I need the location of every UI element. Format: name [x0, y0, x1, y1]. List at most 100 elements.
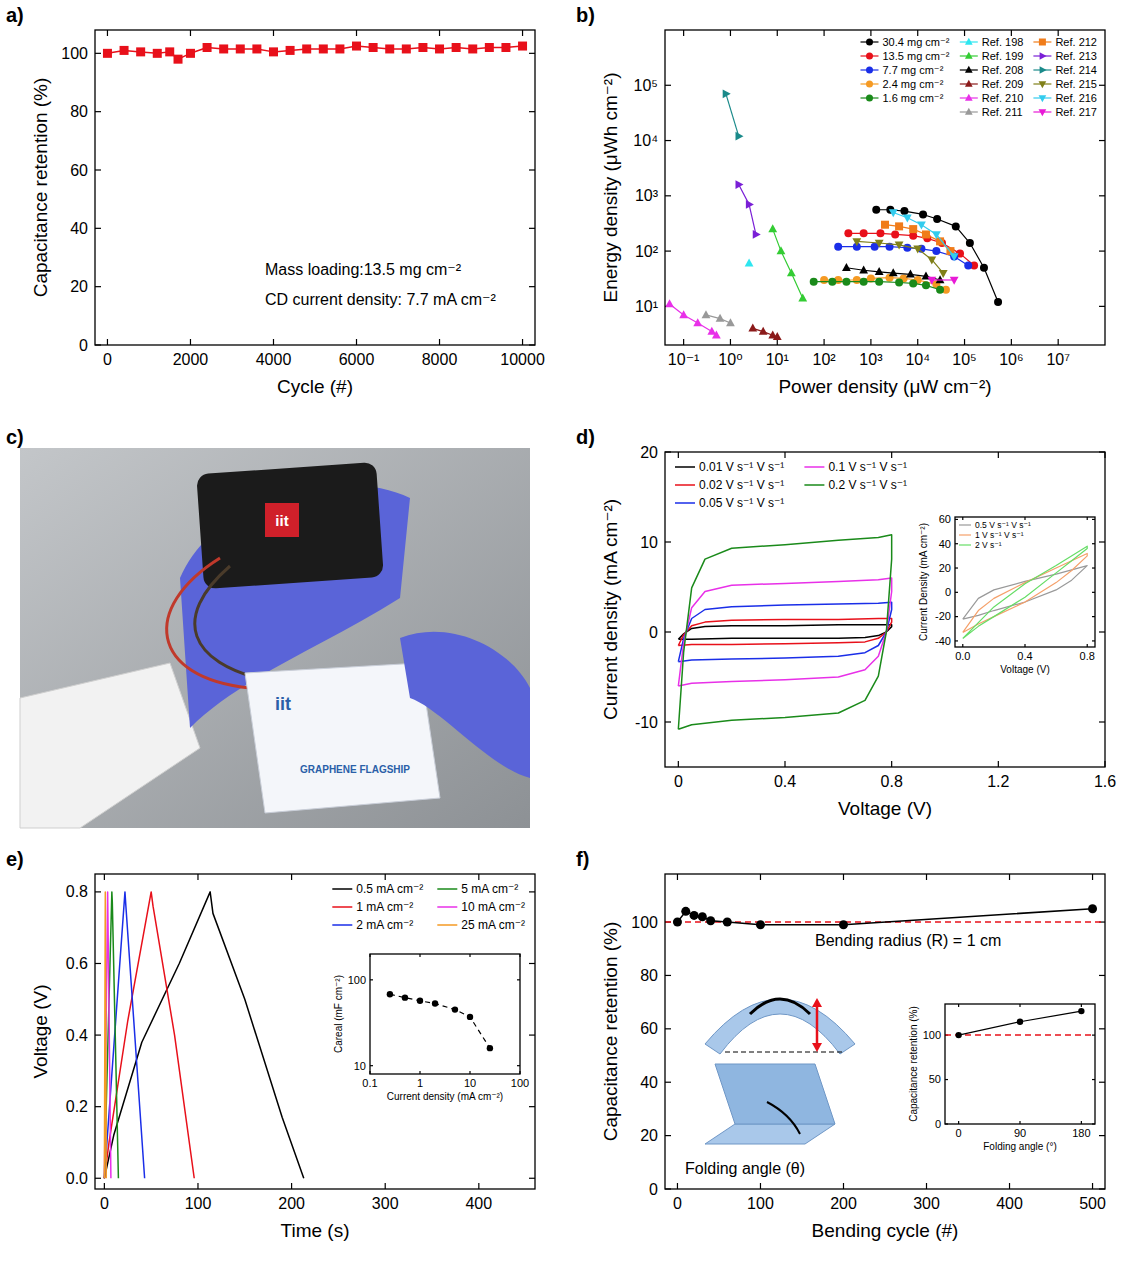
data-point — [842, 263, 851, 271]
data-point — [913, 246, 922, 254]
data-point — [952, 222, 960, 230]
legend-item: 1 mA cm⁻² — [332, 900, 413, 914]
x-tick — [891, 452, 892, 458]
data-point — [875, 267, 884, 275]
data-point — [302, 44, 311, 53]
legend-item: Ref. 209 — [960, 78, 1024, 90]
series-line — [677, 909, 1092, 925]
pouch-text: GRAPHENE FLAGSHIP — [300, 764, 410, 775]
y-tick-label: 20 — [939, 562, 951, 574]
plot-area — [95, 874, 535, 1189]
y-tick-label: 80 — [640, 967, 658, 984]
data-point — [186, 49, 195, 58]
x-tick — [1009, 874, 1010, 880]
legend-marker — [1039, 81, 1047, 88]
legend-item: Ref. 208 — [960, 64, 1024, 76]
legend-item: Ref. 198 — [960, 36, 1024, 48]
legend-label: 2.4 mg cm⁻² — [883, 78, 944, 90]
series-line — [104, 892, 111, 1178]
y-tick — [1099, 631, 1105, 632]
x-tick — [190, 339, 191, 345]
x-tick-label: 10⁰ — [718, 351, 742, 368]
x-tick-label: 0 — [100, 1195, 109, 1212]
x-tick — [273, 339, 274, 345]
y-tick — [665, 85, 671, 86]
data-point — [452, 1006, 458, 1012]
data-point — [673, 918, 682, 927]
annotation: Bending radius (R) = 1 cm — [815, 932, 1001, 949]
data-point — [881, 221, 889, 229]
x-tick-label: 100 — [185, 1195, 212, 1212]
legend-item: Ref. 212 — [1033, 36, 1097, 48]
series-line — [678, 578, 891, 686]
y-tick — [1099, 306, 1105, 307]
x-tick-label: 0 — [674, 773, 683, 790]
y-tick-label: -10 — [635, 714, 658, 731]
series-line — [726, 94, 739, 136]
y-tick — [529, 963, 535, 964]
plot-frame — [945, 1004, 1095, 1124]
y-tick — [95, 169, 101, 170]
x-tick-label: 200 — [830, 1195, 857, 1212]
legend-label: 10 mA cm⁻² — [461, 900, 525, 914]
x-tick — [190, 30, 191, 36]
y-tick — [665, 975, 671, 976]
y-tick — [1099, 721, 1105, 722]
x-tick — [522, 339, 523, 345]
y-tick-label: 0.8 — [66, 883, 88, 900]
x-tick — [439, 30, 440, 36]
series-line — [963, 553, 1087, 632]
data-point — [726, 318, 735, 326]
legend-marker — [866, 81, 873, 88]
plot-area — [665, 30, 1105, 345]
x-tick — [777, 30, 778, 36]
y-tick — [1099, 975, 1105, 976]
x-tick — [107, 30, 108, 36]
legend-label: Ref. 208 — [982, 64, 1024, 76]
logo — [265, 503, 299, 537]
data-point — [485, 43, 494, 52]
x-tick — [964, 30, 965, 36]
data-layer — [665, 89, 1002, 340]
data-point — [236, 44, 245, 53]
legend-label: 2 mA cm⁻² — [356, 918, 413, 932]
series-line — [773, 229, 803, 298]
x-tick — [104, 874, 105, 880]
data-point — [501, 43, 510, 52]
data-point — [418, 43, 427, 52]
panel-letter: b) — [576, 4, 595, 26]
legend-item: 5 mA cm⁻² — [437, 882, 518, 896]
data-point — [927, 256, 936, 264]
data-point — [468, 44, 477, 53]
legend-label: 0.05 V s⁻¹ V s⁻¹ — [699, 496, 784, 510]
data-point — [994, 298, 1002, 306]
y-tick — [1099, 140, 1105, 141]
series-line — [678, 602, 891, 661]
data-point — [352, 42, 361, 51]
arrow-head — [812, 998, 822, 1007]
legend-swatch — [959, 524, 971, 525]
x-axis-title: Time (s) — [281, 1220, 350, 1241]
data-point — [712, 330, 721, 338]
panel-letter: a) — [6, 4, 24, 26]
data-point — [872, 206, 880, 214]
data-point — [909, 225, 917, 233]
data-point — [452, 43, 461, 52]
y-tick — [665, 1028, 671, 1029]
y-axis-title: Careal (mF cm⁻²) — [333, 975, 344, 1053]
x-tick-label: 8000 — [422, 351, 458, 368]
y-tick-label: 0.2 — [66, 1098, 88, 1115]
y-tick — [529, 1178, 535, 1179]
x-tick-label: 300 — [913, 1195, 940, 1212]
series-line — [678, 535, 891, 729]
x-axis-title: Current density (mA cm⁻²) — [387, 1091, 503, 1102]
x-tick — [998, 452, 999, 458]
data-point — [723, 918, 732, 927]
data-point — [252, 44, 261, 53]
fold-angle-arc — [767, 1102, 800, 1134]
page: {"chart_data": [ {"panel": "a)", "type":… — [0, 0, 1141, 1267]
y-tick-label: 100 — [923, 1029, 941, 1041]
y-tick-label: 0 — [935, 1118, 941, 1130]
x-tick — [998, 761, 999, 767]
legend-label: 0.01 V s⁻¹ V s⁻¹ — [699, 460, 784, 474]
